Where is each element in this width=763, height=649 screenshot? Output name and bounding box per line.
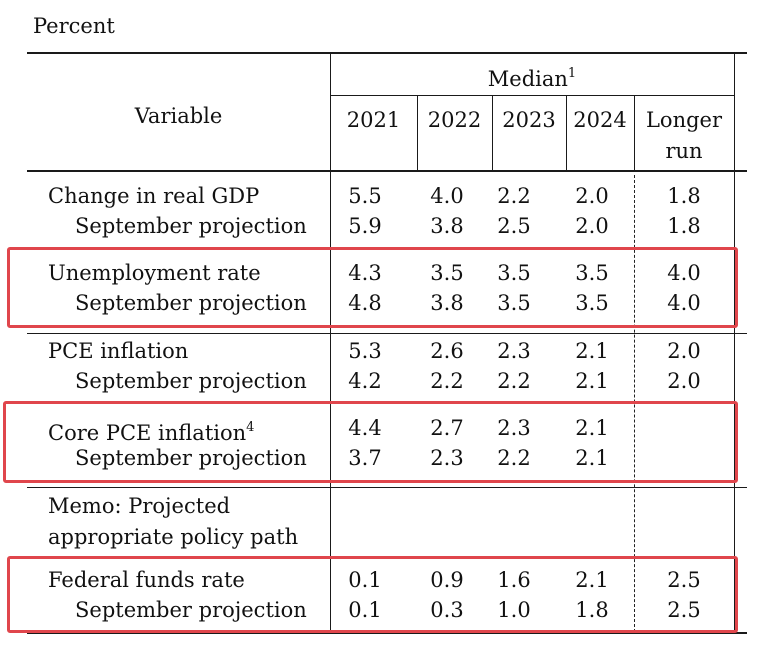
value-cell: 4.0 bbox=[430, 184, 464, 208]
value-cell: 3.5 bbox=[575, 291, 609, 315]
row-label: PCE inflation bbox=[48, 336, 188, 366]
value-cell: 2.5 bbox=[497, 214, 531, 238]
row-label-september-projection: September projection bbox=[75, 288, 307, 318]
right-rule bbox=[734, 52, 735, 632]
year-header-2021: 2021 bbox=[346, 108, 401, 132]
median-rule bbox=[330, 95, 735, 97]
row-label-text: September projection bbox=[75, 598, 307, 622]
row-label-september-projection: September projection bbox=[75, 211, 307, 241]
value-cell: 3.5 bbox=[497, 261, 531, 285]
value-cell: 2.6 bbox=[430, 339, 464, 363]
value-cell: 2.5 bbox=[667, 598, 701, 622]
row-label: Core PCE inflation4 bbox=[48, 413, 254, 448]
row-label-text: Federal funds rate bbox=[48, 568, 245, 592]
year-rule-2 bbox=[492, 95, 493, 170]
value-cell: 2.1 bbox=[575, 416, 609, 440]
value-cell: 4.0 bbox=[667, 291, 701, 315]
value-cell: 2.0 bbox=[667, 369, 701, 393]
value-cell: 3.5 bbox=[575, 261, 609, 285]
year-header-2024: 2024 bbox=[573, 108, 627, 132]
value-cell: 1.6 bbox=[497, 568, 531, 592]
header-bottom-rule bbox=[27, 170, 747, 172]
median-label: Median bbox=[487, 67, 568, 91]
row-label: Unemployment rate bbox=[48, 258, 261, 288]
value-cell: 0.1 bbox=[348, 598, 382, 622]
memo-line2: appropriate policy path bbox=[48, 525, 299, 549]
value-cell: 2.3 bbox=[430, 446, 464, 470]
row-label-text: September projection bbox=[75, 291, 307, 315]
value-cell: 2.2 bbox=[497, 184, 531, 208]
value-cell: 2.1 bbox=[575, 446, 609, 470]
value-cell: 0.3 bbox=[430, 598, 464, 622]
year-rule-4 bbox=[634, 95, 635, 170]
value-cell: 4.8 bbox=[348, 291, 382, 315]
value-cell: 2.2 bbox=[497, 369, 531, 393]
longer-run-header-line1: Longer bbox=[645, 108, 723, 132]
row-label-text: September projection bbox=[75, 369, 307, 393]
row-label-september-projection: September projection bbox=[75, 366, 307, 396]
value-cell: 2.1 bbox=[575, 339, 609, 363]
year-header-2022: 2022 bbox=[427, 108, 482, 132]
pce-rule bbox=[27, 333, 747, 335]
value-cell: 1.8 bbox=[667, 214, 701, 238]
value-cell: 2.2 bbox=[497, 446, 531, 470]
row-label-text: Core PCE inflation bbox=[48, 421, 247, 445]
longer-run-dashed-rule bbox=[634, 175, 635, 632]
row-label-september-projection: September projection bbox=[75, 443, 307, 473]
value-cell: 2.1 bbox=[575, 568, 609, 592]
row-label-text: Change in real GDP bbox=[48, 184, 260, 208]
value-cell: 5.5 bbox=[348, 184, 382, 208]
value-cell: 2.5 bbox=[667, 568, 701, 592]
value-cell: 2.3 bbox=[497, 339, 531, 363]
value-cell: 2.0 bbox=[575, 214, 609, 238]
row-footnote: 4 bbox=[246, 420, 255, 435]
row-label-september-projection: September projection bbox=[75, 595, 307, 625]
row-label-text: September projection bbox=[75, 446, 307, 470]
variable-header: Variable bbox=[134, 104, 223, 128]
year-rule-3 bbox=[566, 95, 567, 170]
value-cell: 3.7 bbox=[348, 446, 382, 470]
value-cell: 1.0 bbox=[497, 598, 531, 622]
value-cell: 4.3 bbox=[348, 261, 382, 285]
value-cell: 5.9 bbox=[348, 214, 382, 238]
year-header-2023: 2023 bbox=[502, 108, 556, 132]
value-cell: 4.4 bbox=[348, 416, 382, 440]
variable-column-rule bbox=[330, 52, 331, 632]
median-footnote: 1 bbox=[567, 66, 577, 81]
value-cell: 1.8 bbox=[575, 598, 609, 622]
value-cell: 1.8 bbox=[667, 184, 701, 208]
value-cell: 4.0 bbox=[667, 261, 701, 285]
value-cell: 2.2 bbox=[430, 369, 464, 393]
memo-rule bbox=[27, 487, 747, 489]
year-rule-1 bbox=[417, 95, 418, 170]
row-label-text: PCE inflation bbox=[48, 339, 189, 363]
median-header: Median1 bbox=[330, 60, 734, 93]
value-cell: 5.3 bbox=[348, 339, 382, 363]
row-label: Federal funds rate bbox=[48, 565, 245, 595]
longer-run-header-line2: run bbox=[665, 139, 703, 163]
value-cell: 4.2 bbox=[348, 369, 382, 393]
unit-label: Percent bbox=[33, 14, 115, 38]
value-cell: 2.0 bbox=[575, 184, 609, 208]
value-cell: 0.1 bbox=[348, 568, 382, 592]
value-cell: 2.3 bbox=[497, 416, 531, 440]
row-label: Change in real GDP bbox=[48, 181, 259, 211]
value-cell: 3.8 bbox=[430, 214, 464, 238]
value-cell: 3.5 bbox=[430, 261, 464, 285]
value-cell: 3.5 bbox=[497, 291, 531, 315]
value-cell: 2.7 bbox=[430, 416, 464, 440]
bottom-rule bbox=[27, 632, 747, 634]
memo-line1: Memo: Projected bbox=[48, 494, 231, 518]
top-rule bbox=[27, 52, 747, 54]
value-cell: 2.1 bbox=[575, 369, 609, 393]
row-label-text: Unemployment rate bbox=[48, 261, 261, 285]
value-cell: 2.0 bbox=[667, 339, 701, 363]
value-cell: 0.9 bbox=[430, 568, 464, 592]
value-cell: 3.8 bbox=[430, 291, 464, 315]
row-label-text: September projection bbox=[75, 214, 307, 238]
